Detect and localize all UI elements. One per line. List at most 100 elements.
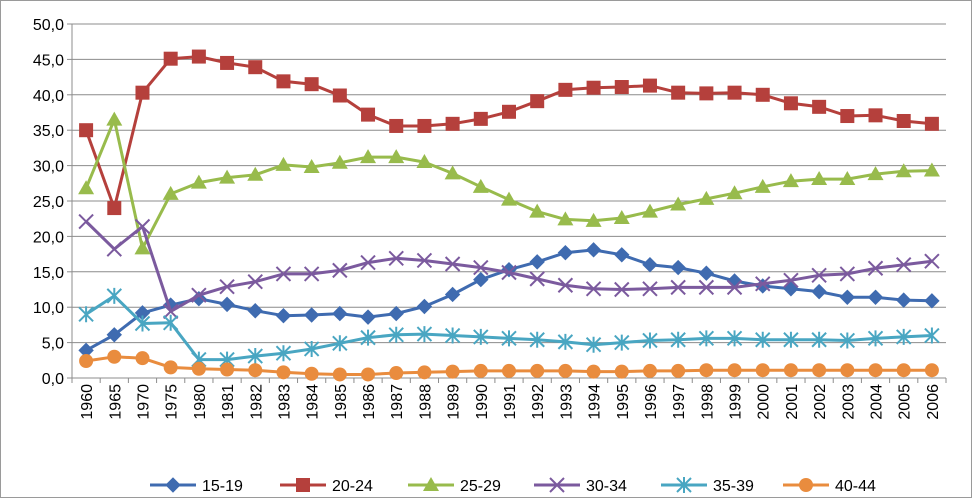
data-point	[473, 259, 489, 276]
data-point	[811, 331, 827, 348]
data-point	[163, 51, 178, 66]
x-tick-label: 2003	[840, 384, 857, 420]
data-point	[530, 94, 545, 109]
data-point	[895, 163, 912, 178]
x-tick-label: 2001	[784, 384, 801, 420]
data-point	[78, 180, 95, 195]
data-point	[79, 354, 94, 369]
data-point	[361, 107, 376, 122]
data-point	[501, 330, 517, 347]
data-point	[162, 185, 179, 200]
series-20-24	[79, 49, 939, 216]
data-point	[867, 330, 884, 347]
data-point	[388, 326, 404, 343]
data-point	[416, 326, 433, 343]
data-point	[360, 329, 376, 346]
data-point	[896, 292, 912, 308]
data-point	[416, 252, 433, 269]
x-tick-label: 1994	[587, 384, 604, 420]
x-tick-label: 1984	[305, 384, 322, 420]
legend-marker	[549, 477, 565, 493]
data-point	[726, 330, 743, 347]
y-tick-labels: 0,0 5,0 10,0 15,0 20,0 25,0 30,0 35,0 40,0 45,0 50…	[33, 17, 64, 388]
data-point	[924, 327, 940, 344]
data-point	[839, 171, 856, 186]
data-point	[782, 173, 799, 188]
y-tick-label: 25,0	[33, 194, 64, 211]
data-point	[445, 116, 460, 131]
data-point	[671, 363, 686, 378]
data-point	[924, 363, 939, 378]
data-point	[642, 257, 658, 273]
x-tick-label: 1975	[164, 384, 181, 420]
data-point	[670, 259, 686, 276]
data-point	[642, 281, 658, 297]
data-point	[670, 196, 687, 211]
data-point	[755, 331, 771, 348]
y-tick-label: 30,0	[33, 159, 64, 176]
data-point	[304, 77, 319, 92]
x-tick-label: 1995	[615, 384, 632, 420]
data-point	[642, 78, 657, 93]
data-point	[923, 162, 940, 177]
data-point	[727, 363, 742, 378]
x-tick-label: 1989	[446, 384, 463, 420]
data-point	[614, 364, 629, 379]
data-point	[699, 363, 714, 378]
data-point	[247, 274, 263, 290]
legend-marker	[799, 478, 813, 492]
data-point	[78, 306, 94, 323]
data-point	[248, 363, 263, 378]
data-point	[585, 212, 602, 227]
series-30-34	[78, 213, 940, 320]
data-point	[613, 209, 630, 224]
axes	[67, 23, 947, 383]
data-point	[361, 367, 376, 382]
series-25-29	[78, 111, 940, 255]
data-point	[840, 363, 855, 378]
series-line	[85, 294, 932, 362]
data-point	[501, 191, 517, 206]
data-point	[332, 335, 348, 352]
data-point	[106, 241, 122, 257]
data-point	[303, 266, 320, 282]
data-point	[924, 293, 940, 309]
data-point	[332, 88, 347, 103]
x-tick-label: 1990	[474, 384, 491, 420]
data-point	[529, 331, 545, 348]
data-point	[360, 309, 376, 325]
data-point	[727, 85, 742, 100]
x-tick-label: 1996	[643, 384, 660, 420]
data-point	[783, 272, 799, 289]
data-point	[670, 279, 686, 296]
data-point	[811, 171, 828, 186]
data-point	[444, 165, 461, 180]
data-point	[220, 55, 235, 70]
data-point	[444, 327, 461, 344]
data-point	[755, 87, 770, 102]
data-point	[303, 307, 320, 323]
x-tick-label: 1983	[276, 384, 293, 420]
data-point	[275, 156, 292, 171]
x-tick-label: 1982	[248, 384, 265, 420]
data-point	[868, 363, 883, 378]
data-point	[557, 333, 574, 350]
data-point	[162, 303, 179, 320]
y-tick-label: 45,0	[33, 52, 64, 69]
series-line	[84, 118, 932, 250]
data-point	[896, 257, 912, 273]
data-point	[530, 363, 545, 378]
data-point	[924, 116, 939, 131]
y-tick-label: 15,0	[33, 265, 64, 282]
data-point	[670, 331, 686, 348]
data-point	[219, 278, 235, 295]
data-point	[812, 99, 827, 114]
data-point	[783, 96, 798, 111]
data-point	[445, 364, 460, 379]
data-point	[642, 332, 658, 349]
data-point	[698, 279, 715, 296]
data-point	[557, 277, 574, 293]
y-tick-label: 40,0	[33, 88, 64, 105]
data-point	[106, 111, 123, 126]
data-point	[501, 264, 517, 281]
